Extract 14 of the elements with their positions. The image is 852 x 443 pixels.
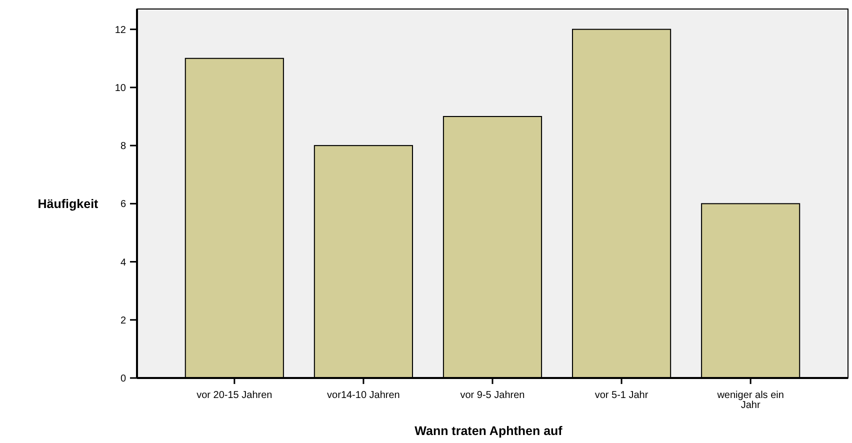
y-tick-label: 12 (114, 24, 126, 36)
y-tick-label: 10 (114, 82, 126, 94)
x-tick-label: vor 20-15 Jahren (196, 390, 272, 401)
y-axis-title: Häufigkeit (38, 197, 100, 212)
x-tick-label: vor14-10 Jahren (327, 390, 400, 401)
y-tick-label: 4 (120, 257, 126, 268)
y-tick-label: 2 (120, 315, 126, 326)
y-tick-label: 6 (120, 199, 126, 210)
y-tick-label: 8 (120, 141, 126, 152)
y-tick-label: 0 (120, 374, 126, 384)
x-tick-label: vor 9-5 Jahren (460, 390, 525, 401)
x-tick-label: vor 5-1 Jahr (594, 390, 649, 401)
x-tick-label: weniger als ein Jahr (716, 390, 784, 411)
x-axis-title: Wann traten Aphthen auf (414, 424, 564, 438)
